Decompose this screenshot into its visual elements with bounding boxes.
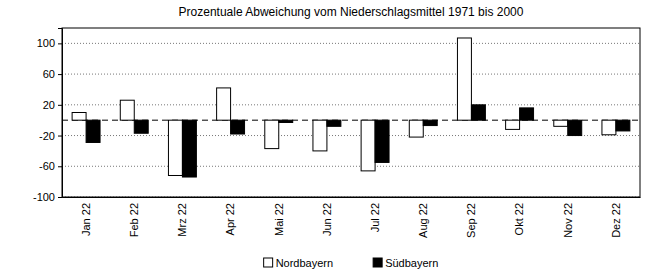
bar <box>265 120 279 148</box>
y-tick-label: 20 <box>43 99 55 111</box>
x-tick: Sep 22 <box>465 197 477 238</box>
legend-swatch <box>264 258 273 267</box>
bar <box>568 120 582 135</box>
y-tick-mark <box>58 166 62 167</box>
x-tick-label: Apr 22 <box>224 203 236 235</box>
y-tick-label: 100 <box>37 37 55 49</box>
x-tick-label: Aug 22 <box>417 203 429 238</box>
bar <box>327 120 341 126</box>
bar <box>182 120 196 177</box>
bar <box>602 120 616 135</box>
x-tick-label: Okt 22 <box>513 203 525 235</box>
y-tick-mark <box>58 74 62 75</box>
x-tick: Feb 22 <box>128 197 140 237</box>
x-tick-label: Feb 22 <box>128 203 140 237</box>
bar <box>457 38 471 120</box>
grid-line <box>62 74 640 75</box>
bar <box>217 88 231 120</box>
legend-label: Südbayern <box>385 257 438 269</box>
bar <box>409 120 423 137</box>
x-tick: Okt 22 <box>513 197 525 235</box>
x-tick-label: Jul 22 <box>369 203 381 232</box>
y-tick-label: -20 <box>39 130 55 142</box>
y-tick-mark <box>58 105 62 106</box>
x-tick: Dez 22 <box>610 197 622 238</box>
grid-line <box>62 166 640 167</box>
bar <box>554 120 568 126</box>
bars <box>72 38 630 177</box>
bar <box>471 105 485 120</box>
legend: Nordbayern Südbayern <box>264 257 439 269</box>
y-tick-label: 60 <box>43 68 55 80</box>
bar <box>506 120 520 129</box>
y-tick-mark <box>58 136 62 137</box>
bar <box>375 120 389 162</box>
x-axis: Jan 22 Feb 22 Mrz 22 Apr 22 Mai 22 Jun 22 Jul … <box>63 197 641 238</box>
legend-item: Südbayern <box>373 257 438 269</box>
series <box>86 105 630 177</box>
legend-label: Nordbayern <box>276 257 333 269</box>
y-tick: -100 <box>33 191 62 203</box>
grid-line <box>62 135 640 136</box>
x-tick-label: Mai 22 <box>273 203 285 236</box>
grid <box>62 43 640 197</box>
grid-line <box>62 43 640 44</box>
title: Prozentuale Abweichung vom Niederschlags… <box>179 5 524 19</box>
bar <box>86 120 100 142</box>
x-tick-label: Mrz 22 <box>176 203 188 237</box>
chart: Prozentuale Abweichung vom Niederschlags… <box>0 0 650 275</box>
x-tick-label: Dez 22 <box>610 203 622 238</box>
x-tick: Apr 22 <box>224 197 236 235</box>
x-tick-label: Jan 22 <box>80 203 92 236</box>
x-tick: Jun 22 <box>321 197 333 236</box>
y-axis: -100 -60 -20 20 60 100 <box>33 29 63 204</box>
bar <box>168 120 182 175</box>
x-tick: Mai 22 <box>273 197 285 236</box>
y-tick: 60 <box>43 68 62 80</box>
x-tick: Mrz 22 <box>176 197 188 237</box>
x-tick-label: Sep 22 <box>465 203 477 238</box>
bar <box>423 120 437 125</box>
legend-swatch <box>373 258 382 267</box>
y-tick-label: -60 <box>39 160 55 172</box>
bar <box>72 113 86 121</box>
bar <box>361 120 375 171</box>
bar <box>313 120 327 151</box>
x-tick: Nov 22 <box>562 197 574 238</box>
x-tick-label: Jun 22 <box>321 203 333 236</box>
x-tick: Jul 22 <box>369 197 381 232</box>
plot: -100 -60 -20 20 60 100 Jan 22 Feb 22 Mrz 22 Apr 2… <box>33 28 641 238</box>
plot-frame <box>62 28 640 197</box>
y-tick: -60 <box>39 160 62 172</box>
x-axis-line <box>63 197 641 198</box>
bar <box>520 108 534 120</box>
bar <box>279 120 293 122</box>
bar <box>231 120 245 134</box>
legend-item: Nordbayern <box>264 257 333 269</box>
y-tick: 20 <box>43 99 62 111</box>
x-tick-label: Nov 22 <box>562 203 574 238</box>
y-axis-line <box>58 29 63 198</box>
bar <box>120 100 134 120</box>
bar <box>134 120 148 133</box>
x-tick: Jan 22 <box>80 197 92 236</box>
y-tick-mark <box>58 197 62 198</box>
x-tick: Aug 22 <box>417 197 429 238</box>
y-tick-label: -100 <box>33 191 55 203</box>
bar <box>616 120 630 131</box>
grid-line <box>62 104 640 105</box>
y-tick: 100 <box>37 37 62 49</box>
y-tick-mark <box>58 43 62 44</box>
series <box>72 38 616 176</box>
y-tick: -20 <box>39 130 62 142</box>
